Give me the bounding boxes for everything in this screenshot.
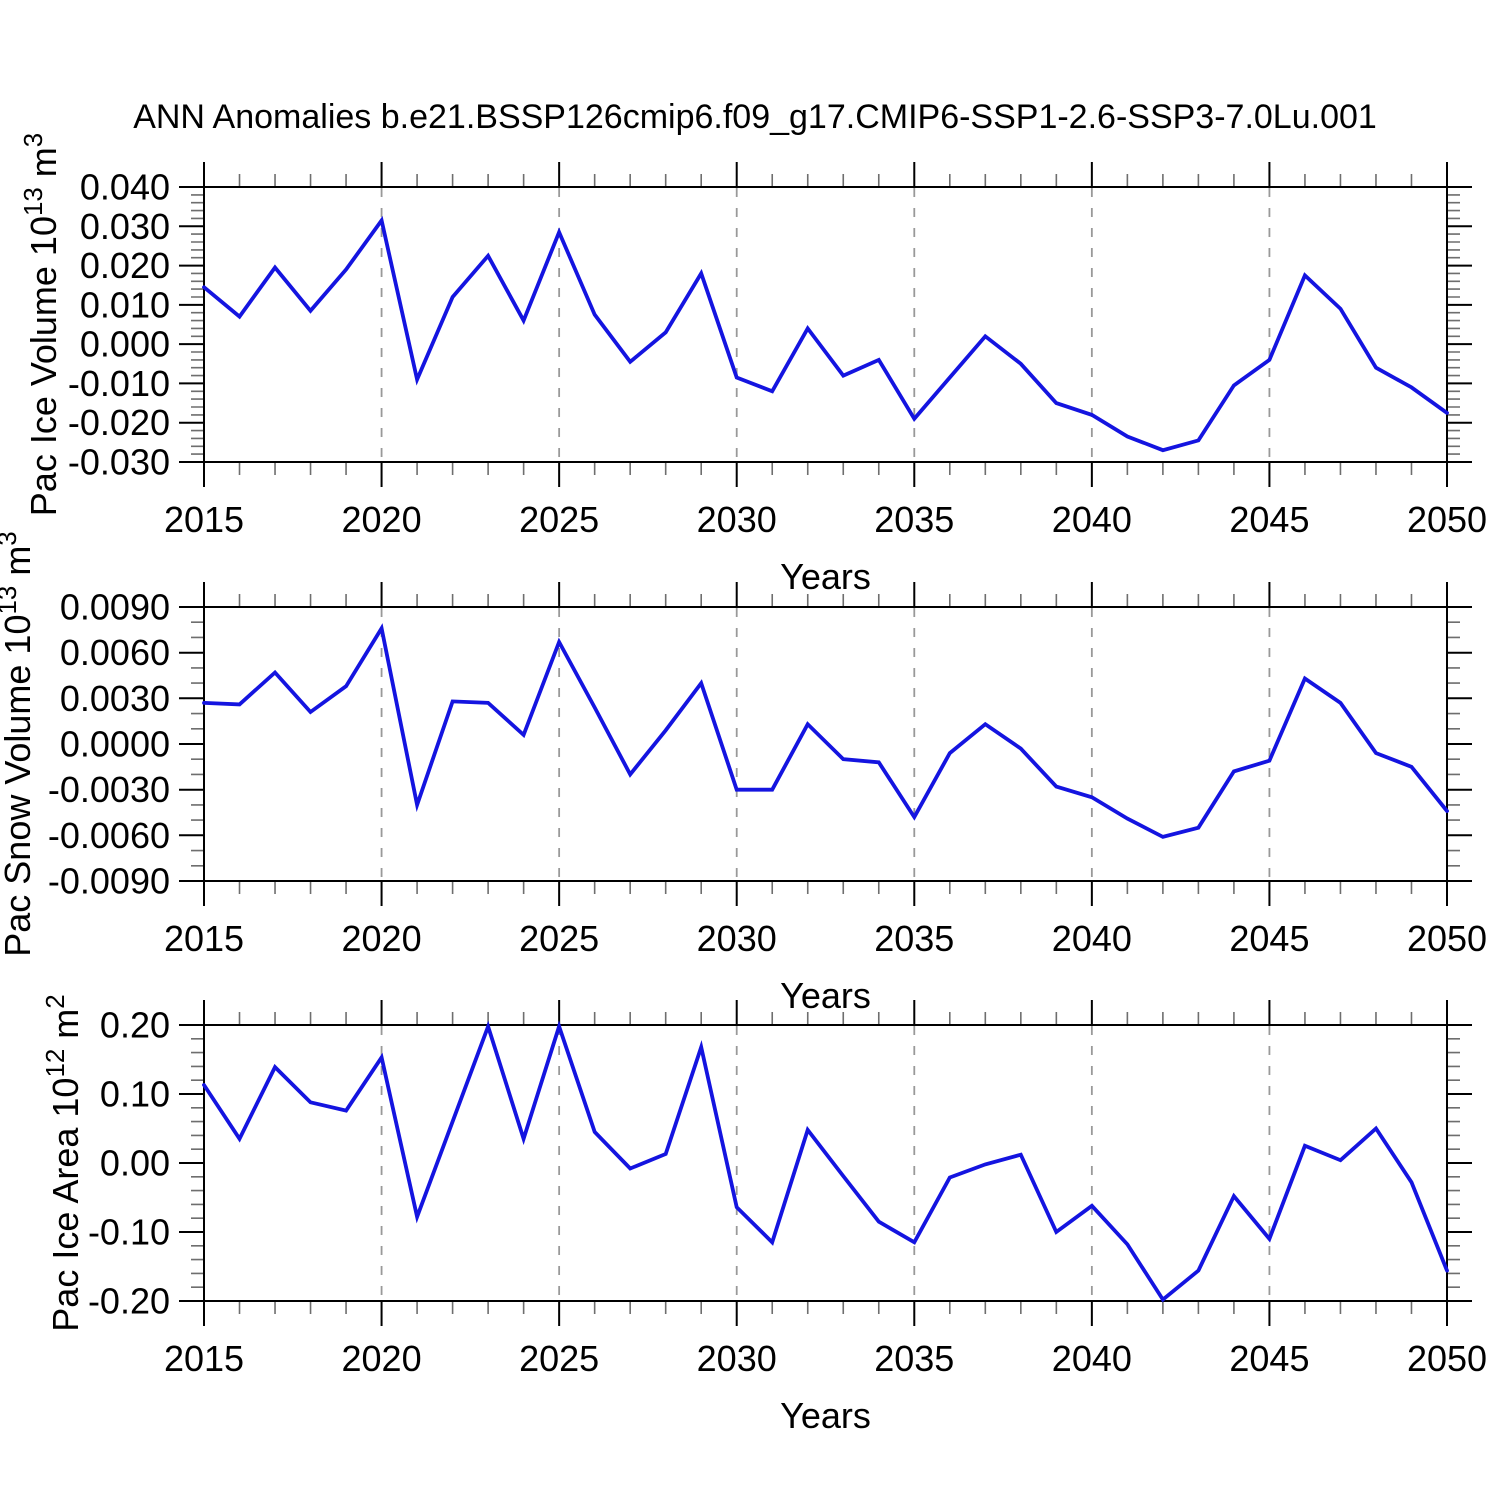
- x-tick-label: 2050: [1407, 918, 1487, 959]
- major-ticks: [179, 582, 1472, 906]
- y-tick-label: 0.00: [100, 1143, 170, 1184]
- y-tick-label: 0.000: [80, 324, 170, 365]
- y-tick-label: 0.0000: [60, 724, 170, 765]
- panel-pac-ice-area: 2015 2020 2025 2030 2035 2040 2045 2050 -0.20 -0.…: [42, 994, 1487, 1436]
- x-tick-label: 2035: [874, 918, 954, 959]
- x-tick-label: 2015: [164, 1338, 244, 1379]
- y-tick-label: -0.020: [68, 402, 170, 443]
- y-axis-title: Pac Ice Volume 1013 m3: [20, 133, 64, 516]
- x-tick-label: 2035: [874, 499, 954, 540]
- y-tick-label: -0.10: [88, 1212, 170, 1253]
- y-tick-label: 0.20: [100, 1005, 170, 1046]
- x-tick-label: 2030: [697, 499, 777, 540]
- panel-pac-snow-volume: 2015 2020 2025 2030 2035 2040 2045 2050 -0.0090 -…: [0, 531, 1487, 1016]
- y-tick-label: -0.20: [88, 1281, 170, 1322]
- x-tick-label: 2030: [697, 1338, 777, 1379]
- x-tick-label: 2030: [697, 918, 777, 959]
- chart-title: ANN Anomalies b.e21.BSSP126cmip6.f09_g17…: [133, 98, 1377, 136]
- y-tick-label: 0.020: [80, 245, 170, 286]
- y-tick-label: 0.0090: [60, 587, 170, 628]
- x-tick-label: 2015: [164, 499, 244, 540]
- minor-ticks: [191, 594, 1460, 894]
- y-tick-label: 0.010: [80, 284, 170, 325]
- x-tick-label: 2040: [1052, 918, 1132, 959]
- x-axis-title: Years: [780, 1395, 871, 1436]
- panel-pac-ice-volume: 2015 2020 2025 2030 2035 2040 2045 2050-0.030-0…: [20, 133, 1487, 597]
- y-tick-label: 0.0060: [60, 632, 170, 673]
- y-axis-title: Pac Ice Area 1012 m2: [42, 994, 86, 1331]
- major-ticks: [179, 162, 1472, 487]
- x-tick-label: 2050: [1407, 499, 1487, 540]
- x-tick-label: 2020: [342, 918, 422, 959]
- y-tick-label: -0.0030: [48, 769, 170, 810]
- y-tick-label: 0.040: [80, 167, 170, 208]
- x-tick-label: 2020: [342, 499, 422, 540]
- data-line-pac-ice-volume: [202, 215, 1449, 453]
- plot-frame: [203, 186, 1448, 463]
- plot-frame: [203, 1024, 1448, 1302]
- y-tick-label: -0.0060: [48, 815, 170, 856]
- minor-ticks: [191, 174, 1460, 475]
- x-tick-label: 2025: [519, 918, 599, 959]
- major-ticks: [179, 1000, 1472, 1326]
- y-tick-label: 0.030: [80, 206, 170, 247]
- panels-group: 2015 2020 2025 2030 2035 2040 2045 2050-0.030-0…: [0, 133, 1487, 1436]
- x-tick-label: 2040: [1052, 499, 1132, 540]
- y-tick-label: 0.10: [100, 1074, 170, 1115]
- x-tick-label: 2040: [1052, 1338, 1132, 1379]
- y-tick-label: -0.030: [68, 442, 170, 483]
- x-tick-label: 2025: [519, 1338, 599, 1379]
- minor-ticks: [191, 1012, 1460, 1314]
- x-axis-title: Years: [780, 556, 871, 597]
- plot-frame: [203, 606, 1448, 882]
- x-axis-title: Years: [780, 975, 871, 1016]
- x-tick-label: 2015: [164, 918, 244, 959]
- y-tick-label: 0.0030: [60, 678, 170, 719]
- x-tick-label: 2035: [874, 1338, 954, 1379]
- y-tick-label: -0.0090: [48, 861, 170, 902]
- y-tick-label: -0.010: [68, 363, 170, 404]
- x-tick-label: 2020: [342, 1338, 422, 1379]
- data-line-pac-snow-volume: [202, 623, 1449, 839]
- x-tick-label: 2050: [1407, 1338, 1487, 1379]
- x-tick-label: 2045: [1229, 1338, 1309, 1379]
- x-tick-label: 2025: [519, 499, 599, 540]
- y-axis-title: Pac Snow Volume 1013 m3: [0, 531, 38, 956]
- data-line-pac-ice-area: [202, 1020, 1449, 1303]
- x-tick-label: 2045: [1229, 918, 1309, 959]
- x-tick-label: 2045: [1229, 499, 1309, 540]
